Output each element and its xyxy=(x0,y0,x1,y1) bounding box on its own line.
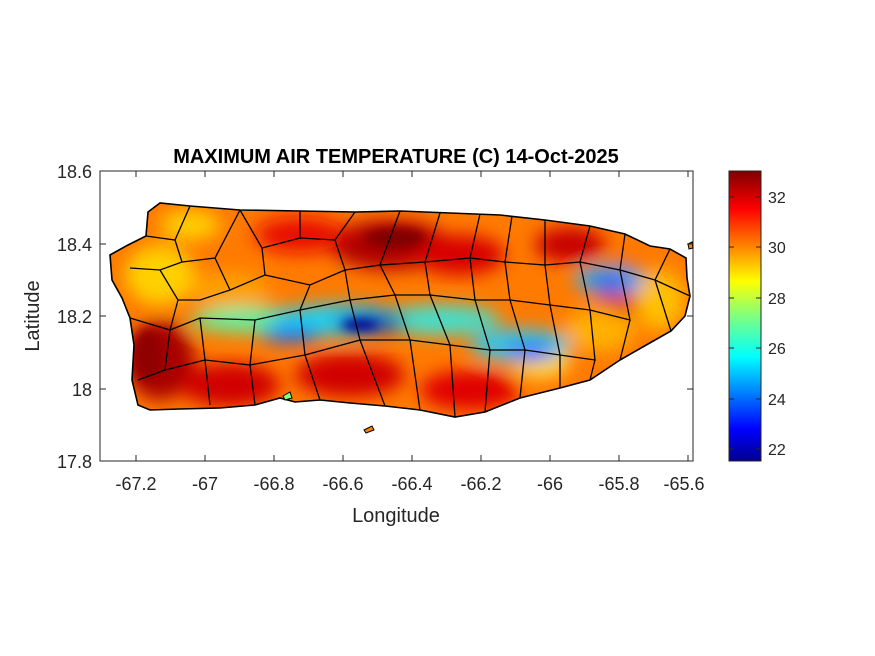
y-axis-label: Latitude xyxy=(22,280,44,351)
x-tick-label: -66.2 xyxy=(460,474,501,494)
colorbar-tick-label: 30 xyxy=(768,240,786,257)
y-tick-label: 17.8 xyxy=(57,452,92,472)
colorbar-tick-label: 32 xyxy=(768,190,786,207)
x-axis-label: Longitude xyxy=(352,505,440,527)
x-tick-label: -67.2 xyxy=(115,474,156,494)
y-tick-label: 18.4 xyxy=(57,235,92,255)
chart-title: MAXIMUM AIR TEMPERATURE (C) 14-Oct-2025 xyxy=(173,146,619,168)
y-axis: 18.6 18.4 18.2 18 17.8 Latitude xyxy=(22,162,693,472)
x-tick-label: -66.4 xyxy=(391,474,432,494)
x-tick-label: -66.8 xyxy=(253,474,294,494)
x-tick-label: -67 xyxy=(192,474,218,494)
colorbar-tick-label: 22 xyxy=(768,442,786,459)
colorbar: 32 30 28 26 24 22 xyxy=(728,170,786,462)
small-islands xyxy=(282,241,694,434)
x-axis: -67.2 -67 -66.8 -66.6 -66.4 -66.2 -66 -6… xyxy=(115,171,705,527)
x-tick-label: -65.8 xyxy=(598,474,639,494)
colorbar-gradient xyxy=(728,170,762,462)
colorbar-tick-label: 26 xyxy=(768,341,786,358)
y-tick-label: 18.2 xyxy=(57,307,92,327)
municipality-boundaries xyxy=(109,202,691,418)
x-tick-label: -66 xyxy=(537,474,563,494)
y-tick-label: 18.6 xyxy=(57,162,92,182)
colorbar-tick-label: 28 xyxy=(768,291,786,308)
y-tick-label: 18 xyxy=(72,380,92,400)
x-tick-label: -66.6 xyxy=(322,474,363,494)
colorbar-tick-label: 24 xyxy=(768,392,786,409)
x-tick-label: -65.6 xyxy=(663,474,704,494)
